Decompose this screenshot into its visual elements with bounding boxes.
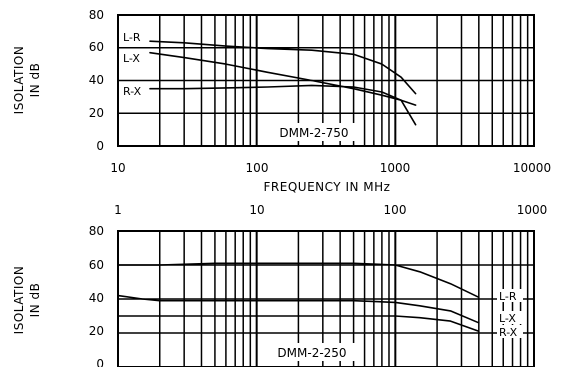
y-tick-label: 80	[89, 8, 104, 22]
series-label-l-r: L-R	[499, 290, 517, 303]
series-label-bg	[497, 325, 523, 338]
x-tick-label: 10	[249, 203, 264, 217]
series-label-bg	[120, 30, 146, 44]
chart-title: DMM-2-750	[279, 126, 348, 140]
series-group	[117, 262, 480, 333]
x-tick-label: 1000	[380, 161, 411, 175]
y-tick-label: 60	[89, 258, 104, 272]
y-axis-label-line1: ISOLATION	[12, 46, 26, 115]
series-line-l-x	[117, 294, 480, 324]
series-label-bg	[120, 51, 146, 65]
y-tick-label: 20	[89, 324, 104, 338]
y-axis-label-line2: IN dB	[28, 283, 42, 318]
x-tick-label: 100	[384, 203, 407, 217]
series-line-r-x	[149, 84, 417, 106]
series-label-bg	[497, 289, 523, 302]
y-axis-label: ISOLATION IN dB	[12, 46, 42, 115]
y-tick-label: 0	[96, 357, 104, 367]
y-tick-label: 0	[96, 139, 104, 153]
series-label-l-r: L-R	[123, 31, 141, 44]
x-tick-label: 100	[246, 161, 269, 175]
y-axis-label-line2: IN dB	[28, 63, 42, 98]
series-line-l-r	[117, 262, 480, 299]
series-line-l-r	[149, 40, 417, 95]
x-tick-label: 10000	[513, 161, 551, 175]
y-tick-label: 80	[89, 224, 104, 238]
y-tick-label: 60	[89, 40, 104, 54]
y-tick-label: 40	[89, 73, 104, 87]
y-axis-label-line1: ISOLATION	[12, 266, 26, 335]
x-tick-label: 1000	[517, 203, 548, 217]
y-axis-label: ISOLATION IN dB	[12, 266, 42, 335]
series-label-l-x: L-X	[123, 52, 140, 65]
chart-title: DMM-2-250	[277, 346, 346, 360]
series-group	[149, 40, 417, 126]
series-label-bg	[120, 84, 146, 98]
plot-frame	[117, 14, 535, 147]
chart-dmm-2-750: 80 60 40 20 0 10 100 1000 10000 FREQUENC…	[12, 8, 551, 194]
y-tick-label: 40	[89, 291, 104, 305]
x-tick-label: 1	[114, 203, 122, 217]
series-label-bg	[497, 311, 523, 324]
grid	[118, 15, 534, 146]
series-line-l-x	[149, 51, 417, 126]
chart-dmm-2-250: 1 10 100 1000 80 60 40 20 0 ISOLATION IN…	[12, 203, 547, 367]
series-label-r-x: R-X	[123, 85, 142, 98]
chart-title-box	[270, 123, 358, 141]
x-tick-label: 10	[110, 161, 125, 175]
series-label-l-x: L-X	[499, 312, 516, 325]
y-tick-label: 20	[89, 106, 104, 120]
chart-title-box	[268, 343, 356, 361]
plot-frame	[117, 230, 535, 367]
series-label-r-x: R-X	[499, 326, 518, 339]
x-axis-label: FREQUENCY IN MHz	[264, 180, 391, 194]
series-line-r-x	[117, 315, 480, 333]
grid	[118, 231, 534, 367]
